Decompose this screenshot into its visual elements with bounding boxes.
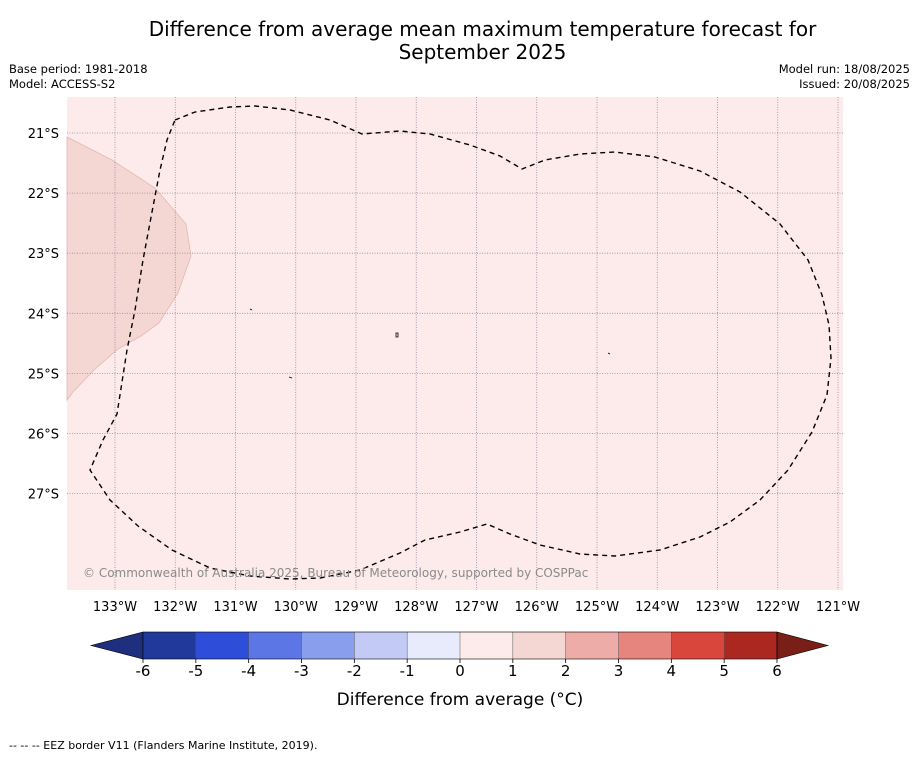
- colorbar-segment: [248, 632, 302, 659]
- latitude-label: 23°S: [28, 247, 59, 262]
- colorbar-tick-label: -4: [241, 662, 256, 680]
- longitude-label: 122°W: [756, 600, 800, 615]
- colorbar-tick-label: -3: [294, 662, 309, 680]
- colorbar-tick-label: 5: [719, 662, 729, 680]
- longitude-label: 129°W: [334, 600, 378, 615]
- longitude-label: 127°W: [454, 600, 498, 615]
- longitude-label: 124°W: [635, 600, 679, 615]
- forecast-info-left: Base period: 1981-2018 Model: ACCESS-S2: [9, 62, 148, 92]
- eez-border: [89, 105, 832, 580]
- colorbar-tick-label: 3: [614, 662, 624, 680]
- latitude-gridlines: [67, 132, 843, 495]
- colorbar-tick-labels: -6 -5 -4 -3 -2 -1 0 1 2 3 4 5 6: [136, 659, 782, 680]
- longitude-label: 121°W: [816, 600, 860, 615]
- anomaly-region: [66, 136, 192, 402]
- colorbar-extend-high: [776, 631, 830, 660]
- title-line-1: Difference from average mean maximum tem…: [148, 17, 817, 41]
- colorbar-segment: [565, 632, 619, 659]
- longitude-label: 133°W: [93, 600, 137, 615]
- latitude-labels: 21°S 22°S 23°S 24°S 25°S 26°S 27°S: [28, 127, 59, 503]
- colorbar-tick-label: 0: [455, 662, 465, 680]
- longitude-label: 132°W: [153, 600, 197, 615]
- colorbar-segment: [143, 632, 197, 659]
- colorbar-segment: [195, 632, 249, 659]
- colorbar-segment: [724, 632, 778, 659]
- model-name: Model: ACCESS-S2: [9, 77, 116, 91]
- colorbar-segment: [301, 632, 355, 659]
- issued-date: Issued: 20/08/2025: [799, 77, 910, 91]
- longitude-gridlines: [114, 97, 839, 590]
- colorbar-segment: [671, 632, 725, 659]
- colorbar: [89, 631, 830, 660]
- model-run: Model run: 18/08/2025: [778, 62, 910, 76]
- colorbar-extend-low: [89, 631, 144, 660]
- latitude-label: 25°S: [28, 367, 59, 382]
- longitude-label: 131°W: [213, 600, 257, 615]
- chart-title: Difference from average mean maximum tem…: [80, 18, 885, 64]
- colorbar-tick-label: -5: [188, 662, 203, 680]
- colorbar-label: Difference from average (°C): [337, 690, 584, 710]
- title-line-2: September 2025: [398, 40, 567, 64]
- island-marker: [288, 376, 293, 379]
- map-background: [67, 97, 843, 590]
- colorbar-tick-label: 2: [561, 662, 571, 680]
- colorbar-segment: [618, 632, 672, 659]
- colorbar-tick-label: 1: [508, 662, 518, 680]
- colorbar-segment: [512, 632, 566, 659]
- latitude-label: 27°S: [28, 488, 59, 503]
- longitude-label: 130°W: [274, 600, 318, 615]
- latitude-label: 26°S: [28, 428, 59, 443]
- latitude-label: 21°S: [28, 127, 59, 142]
- colorbar-segment: [354, 632, 408, 659]
- longitude-label: 126°W: [515, 600, 559, 615]
- colorbar-tick-label: 6: [772, 662, 782, 680]
- longitude-labels: 133°W 132°W 131°W 130°W 129°W 128°W 127°W 126°W…: [93, 600, 860, 615]
- island-marker: [249, 308, 253, 311]
- colorbar-segment: [460, 632, 514, 659]
- colorbar-segment: [407, 632, 461, 659]
- forecast-info-right: Model run: 18/08/2025 Issued: 20/08/2025: [779, 62, 910, 92]
- base-period: Base period: 1981-2018: [9, 62, 148, 76]
- eez-legend: -- -- -- EEZ border V11 (Flanders Marine…: [9, 739, 318, 752]
- colorbar-tick-label: -6: [136, 662, 151, 680]
- island-marker: [607, 352, 611, 355]
- longitude-label: 123°W: [695, 600, 739, 615]
- island-markers: [249, 308, 611, 379]
- colorbar-tick-label: -1: [400, 662, 415, 680]
- island-marker: [395, 332, 399, 338]
- latitude-label: 22°S: [28, 187, 59, 202]
- copyright-notice: © Commonwealth of Australia 2025, Bureau…: [83, 566, 588, 580]
- longitude-label: 125°W: [575, 600, 619, 615]
- latitude-label: 24°S: [28, 307, 59, 322]
- colorbar-tick-label: -2: [347, 662, 362, 680]
- longitude-label: 128°W: [394, 600, 438, 615]
- colorbar-tick-label: 4: [667, 662, 677, 680]
